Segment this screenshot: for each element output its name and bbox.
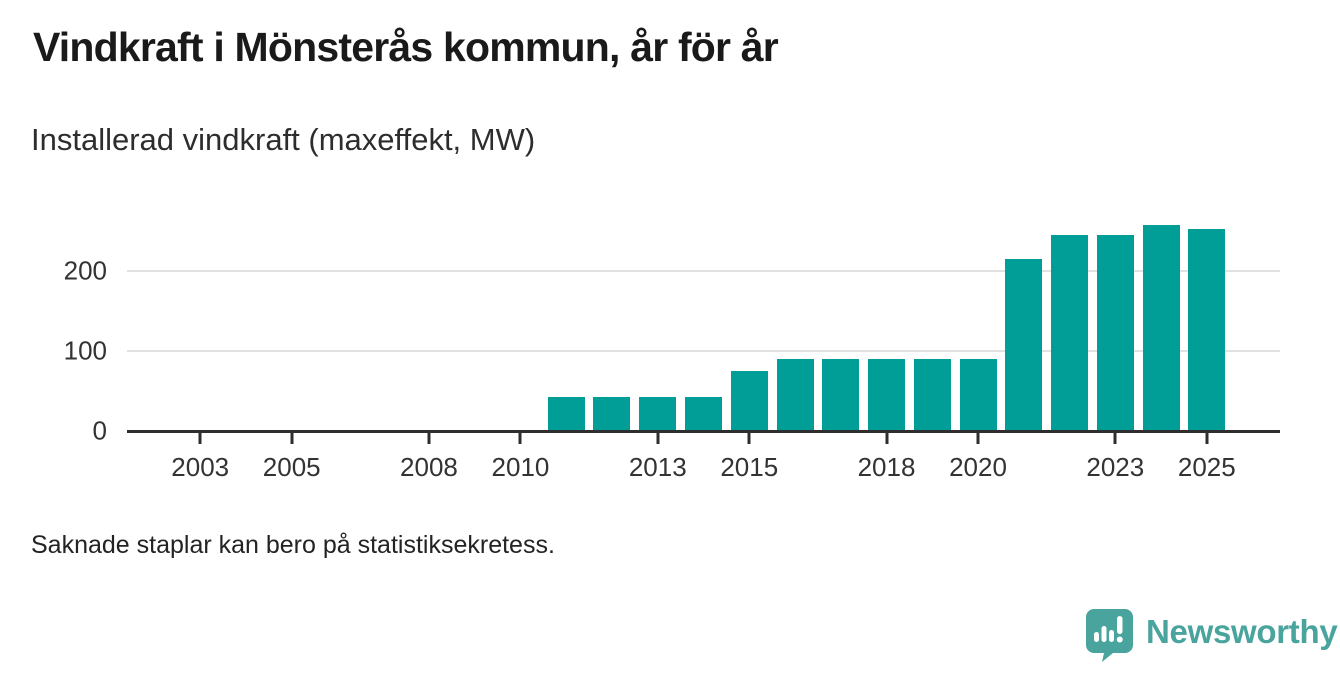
chart-subtitle: Installerad vindkraft (maxeffekt, MW) [31,122,536,157]
bar-chart-plot-area: 0 100 200 2003 2005 2008 2010 2013 2015 2018 2020 2… [63,225,1280,482]
bar-2021 [1005,258,1043,431]
bar-2013 [639,396,677,431]
x-axis-tick-2025 [1205,433,1209,444]
x-axis-tick-label: 2010 [491,452,550,482]
bar-2019 [913,358,951,431]
x-axis-tick-label: 2018 [857,452,916,482]
bar-2022 [1051,234,1089,431]
newsworthy-logo-text: Newsworthy [1146,613,1338,650]
newsworthy-logo: Newsworthy [1085,608,1338,662]
x-axis-line [127,430,1280,433]
bar-2015 [730,370,768,431]
x-axis-tick-label: 2023 [1086,452,1145,482]
chart-title: Vindkraft i Mönsterås kommun, år för år [33,24,779,70]
bar-2020 [959,358,997,431]
bar-2024 [1142,225,1180,431]
newsworthy-speech-bubble-bar-chart-icon [1086,609,1133,662]
gridline-y-200 [127,269,1280,272]
x-axis-tick-label: 2015 [720,452,779,482]
x-axis-tick-2013 [656,433,660,444]
y-axis-tick-label: 200 [63,255,107,286]
x-axis-tick-2003 [198,433,202,444]
x-axis-tick-2010 [518,433,522,444]
x-axis-tick-2015 [747,433,751,444]
bar-2014 [685,396,722,431]
bar-2011 [547,396,585,431]
x-axis-tick-label: 2005 [262,452,321,482]
bar-2017 [822,358,860,431]
bar-2012 [593,396,631,431]
x-axis-tick-label: 2003 [171,452,230,482]
x-axis-tick-label: 2025 [1177,452,1236,482]
bar-2023 [1096,234,1134,431]
x-axis-tick-2008 [427,433,431,444]
chart-footnote: Saknade staplar kan bero på statistiksek… [31,531,555,559]
x-axis-tick-2020 [976,433,980,444]
y-axis-tick-label: 100 [63,335,107,366]
x-axis-tick-2018 [885,433,889,444]
bar-2016 [776,358,814,431]
x-axis-tick-2023 [1113,433,1117,444]
y-axis-tick-label: 0 [92,415,107,446]
x-axis-tick-label: 2020 [949,452,1007,482]
x-axis-tick-label: 2008 [400,452,458,482]
bar-2018 [868,358,906,431]
gridline-y-100 [127,349,1280,352]
x-axis-tick-label: 2013 [628,452,687,482]
bar-2025 [1188,229,1226,431]
x-axis-tick-2005 [290,433,294,444]
